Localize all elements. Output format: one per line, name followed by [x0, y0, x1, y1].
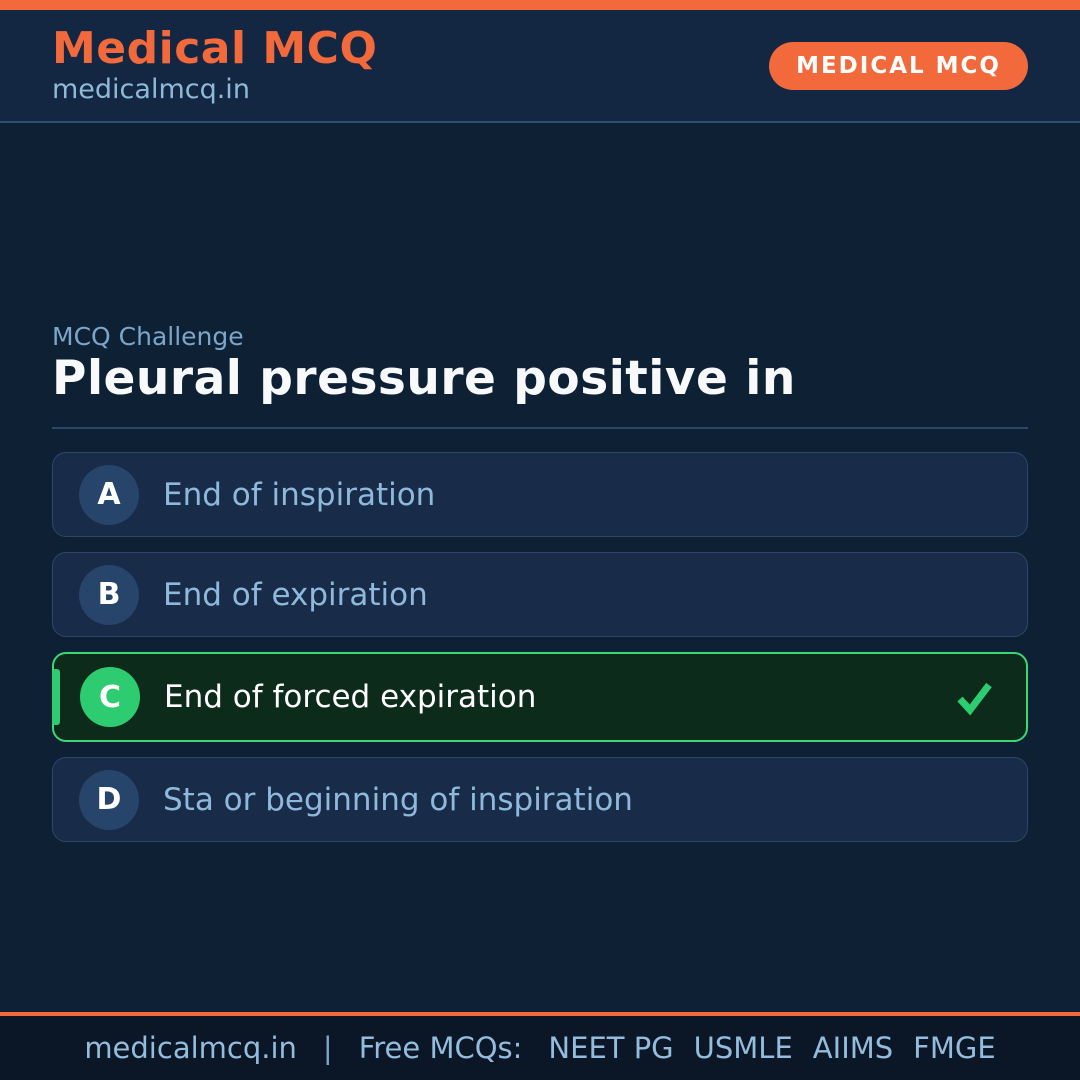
- divider: [52, 427, 1028, 429]
- brand-title: Medical MCQ: [52, 22, 378, 74]
- footer-site: medicalmcq.in: [84, 1031, 297, 1065]
- footer-accent-line: [0, 1012, 1080, 1016]
- options-list: A End of inspiration B End of expiration…: [52, 452, 1028, 842]
- option-d-badge: D: [79, 769, 139, 830]
- option-b[interactable]: B End of expiration: [52, 552, 1028, 637]
- option-a-badge: A: [79, 464, 139, 525]
- header: Medical MCQ medicalmcq.in MEDICAL MCQ: [0, 10, 1080, 123]
- option-b-badge: B: [79, 564, 139, 625]
- option-c-correct-answer[interactable]: C End of forced expiration: [52, 652, 1028, 742]
- option-d[interactable]: D Sta or beginning of inspiration: [52, 757, 1028, 842]
- brand-block: Medical MCQ medicalmcq.in: [52, 22, 378, 106]
- option-c-label: End of forced expiration: [164, 679, 537, 715]
- footer-exam-aiims: AIIMS: [812, 1031, 894, 1065]
- option-a-label: End of inspiration: [163, 476, 436, 513]
- option-a[interactable]: A End of inspiration: [52, 452, 1028, 537]
- brand-badge: MEDICAL MCQ: [769, 41, 1028, 90]
- option-d-label: Sta or beginning of inspiration: [163, 781, 633, 818]
- question-kicker: MCQ Challenge: [52, 322, 244, 351]
- footer-separator: |: [322, 1031, 333, 1065]
- footer-exams: NEET PG USMLE AIIMS FMGE: [548, 1031, 995, 1065]
- footer-tagline: Free MCQs:: [358, 1031, 523, 1065]
- brand-subtitle: medicalmcq.in: [52, 74, 250, 106]
- selected-accent-bar: [52, 669, 60, 725]
- footer-exam-fmge: FMGE: [913, 1031, 996, 1065]
- footer: medicalmcq.in | Free MCQs: NEET PG USMLE…: [0, 1016, 1080, 1080]
- footer-exam-neetpg: NEET PG: [548, 1031, 674, 1065]
- option-b-label: End of expiration: [163, 576, 428, 613]
- footer-exam-usmle: USMLE: [693, 1031, 793, 1065]
- check-icon: [957, 682, 992, 716]
- top-accent-bar: [0, 0, 1080, 10]
- option-c-badge: C: [80, 667, 140, 727]
- question-title: Pleural pressure positive in: [52, 351, 796, 406]
